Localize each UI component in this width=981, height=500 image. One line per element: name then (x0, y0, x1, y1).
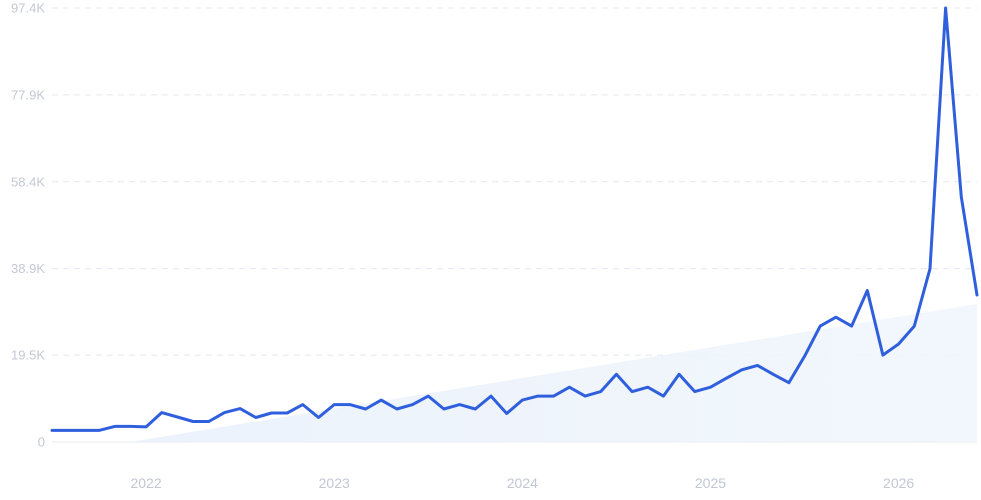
data-point[interactable] (187, 416, 199, 428)
series-layer (46, 2, 981, 436)
data-point[interactable] (657, 390, 669, 402)
data-point[interactable] (313, 412, 325, 424)
data-point[interactable] (893, 338, 905, 350)
data-point[interactable] (250, 412, 262, 424)
data-point[interactable] (955, 191, 967, 203)
data-point[interactable] (266, 407, 278, 419)
data-point[interactable] (171, 411, 183, 423)
data-point[interactable] (626, 386, 638, 398)
data-point[interactable] (360, 403, 372, 415)
data-point[interactable] (422, 390, 434, 402)
data-point[interactable] (814, 320, 826, 332)
data-point[interactable] (77, 424, 89, 436)
data-point[interactable] (579, 390, 591, 402)
data-point[interactable] (454, 399, 466, 411)
data-point[interactable] (908, 320, 920, 332)
series-line (50, 6, 979, 432)
x-tick-label: 2022 (130, 475, 161, 491)
trend-area (130, 303, 977, 442)
data-point[interactable] (328, 399, 340, 411)
data-point[interactable] (297, 399, 309, 411)
data-point[interactable] (705, 381, 717, 393)
y-tick-label: 0 (38, 435, 45, 450)
data-point[interactable] (610, 368, 622, 380)
data-point[interactable] (234, 403, 246, 415)
data-point[interactable] (124, 420, 136, 432)
y-tick-label: 77.9K (11, 87, 45, 102)
data-point[interactable] (673, 368, 685, 380)
data-point[interactable] (642, 381, 654, 393)
data-point[interactable] (971, 289, 981, 301)
data-point[interactable] (93, 424, 105, 436)
x-tick-label: 2024 (507, 475, 538, 491)
data-point[interactable] (344, 399, 356, 411)
data-point[interactable] (940, 2, 952, 14)
data-point[interactable] (219, 407, 231, 419)
data-point[interactable] (485, 390, 497, 402)
data-point[interactable] (548, 390, 560, 402)
data-point[interactable] (799, 350, 811, 362)
data-point[interactable] (846, 320, 858, 332)
data-point[interactable] (689, 386, 701, 398)
x-tick-label: 2023 (319, 475, 350, 491)
data-point[interactable] (861, 285, 873, 297)
data-point[interactable] (203, 416, 215, 428)
trend-area-shape (130, 303, 977, 442)
data-point[interactable] (516, 394, 528, 406)
data-point[interactable] (783, 377, 795, 389)
data-point[interactable] (924, 263, 936, 275)
y-tick-label: 38.9K (11, 261, 45, 276)
x-tick-label: 2026 (883, 475, 914, 491)
data-point[interactable] (407, 399, 419, 411)
data-point[interactable] (563, 381, 575, 393)
data-point[interactable] (62, 424, 74, 436)
data-point[interactable] (281, 407, 293, 419)
data-point[interactable] (736, 364, 748, 376)
x-tick-label: 2025 (695, 475, 726, 491)
y-axis-ticks: 0 19.5K 38.9K 58.4K 77.9K 97.4K (11, 1, 45, 450)
y-tick-label: 58.4K (11, 174, 45, 189)
data-point[interactable] (438, 403, 450, 415)
data-point[interactable] (830, 311, 842, 323)
y-tick-label: 19.5K (11, 348, 45, 363)
data-point[interactable] (140, 421, 152, 433)
data-point[interactable] (501, 408, 513, 420)
data-point[interactable] (532, 390, 544, 402)
data-point[interactable] (595, 386, 607, 398)
data-point[interactable] (877, 349, 889, 361)
data-point[interactable] (767, 368, 779, 380)
data-point[interactable] (752, 359, 764, 371)
data-point[interactable] (469, 403, 481, 415)
data-point[interactable] (156, 407, 168, 419)
data-point[interactable] (375, 394, 387, 406)
data-point[interactable] (720, 372, 732, 384)
data-point[interactable] (46, 424, 58, 436)
data-point[interactable] (391, 403, 403, 415)
y-tick-label: 97.4K (11, 1, 45, 16)
data-point[interactable] (109, 420, 121, 432)
x-axis-ticks: 2022 2023 2024 2025 2026 (130, 475, 914, 491)
